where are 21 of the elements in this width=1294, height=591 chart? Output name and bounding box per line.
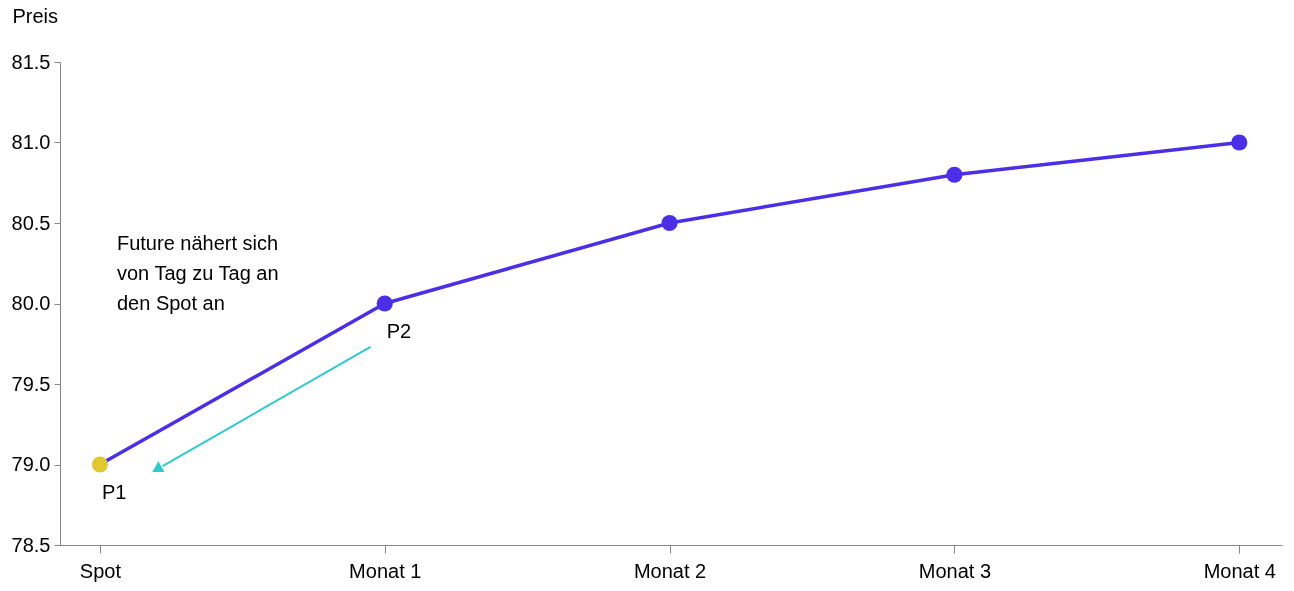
point (1231, 134, 1248, 151)
y-tick-label: 78.5 (11, 533, 51, 556)
x-tick-label: Spot (79, 559, 122, 582)
y-tick-label: 79.5 (11, 372, 51, 395)
x-tick-label: Monat 4 (1203, 559, 1276, 582)
x-tick-label: Monat 1 (349, 559, 422, 582)
point (376, 295, 393, 312)
y-tick-label: 79.0 (11, 453, 51, 475)
y-tick-label: 81.0 (11, 131, 51, 153)
y-tick-label: 80.5 (11, 211, 51, 234)
point (946, 166, 963, 183)
y-tick-label: 81.5 (11, 50, 51, 73)
x-tick-label: Monat 2 (633, 559, 707, 582)
x-tick-label: Monat 3 (918, 559, 992, 582)
point (91, 456, 108, 473)
annotation: P1 (101, 480, 127, 503)
y-axis-title: Preis (12, 4, 59, 27)
annotation: P2 (386, 319, 412, 342)
annotation: Future nähert sich von Tag zu Tag an den Spot an (116, 232, 279, 315)
y-tick-label: 80.0 (11, 292, 51, 314)
point (661, 214, 678, 232)
